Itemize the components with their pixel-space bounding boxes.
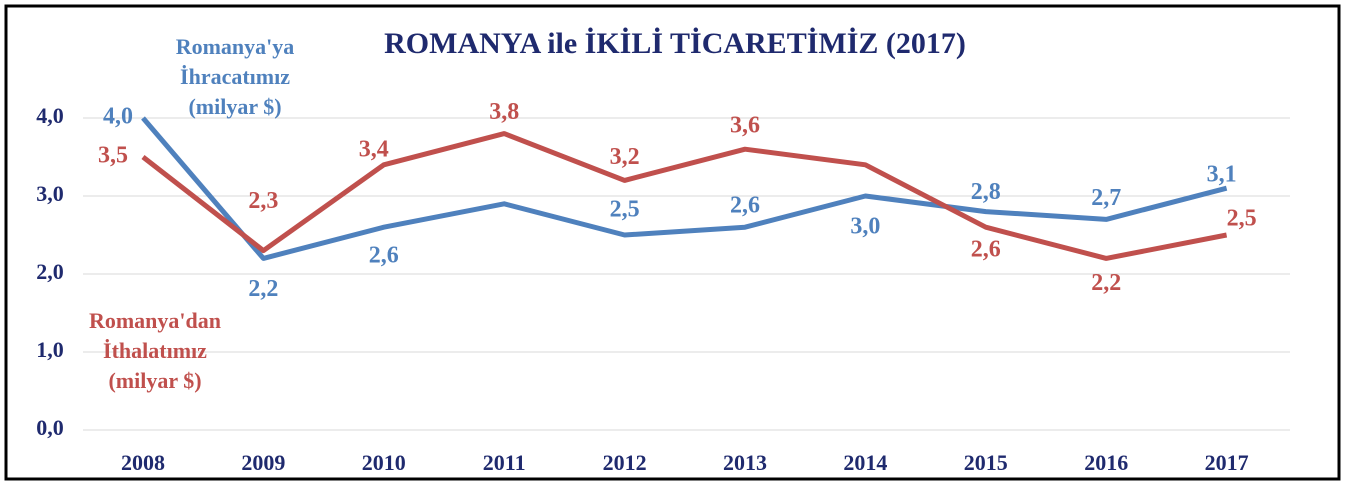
chart-title: ROMANYA ile İKİLİ TİCARETİMİZ (2017)	[384, 27, 966, 60]
y-tick-label: 0,0	[36, 415, 64, 440]
data-label: 3,5	[98, 143, 128, 169]
x-tick-label: 2017	[1205, 450, 1249, 475]
data-label: 2,6	[369, 243, 399, 269]
chart-border	[4, 4, 1341, 481]
x-tick-label: 2012	[603, 450, 647, 475]
y-tick-label: 3,0	[36, 181, 64, 206]
data-label: 2,6	[971, 237, 1001, 263]
x-tick-label: 2015	[964, 450, 1008, 475]
x-tick-label: 2009	[241, 450, 285, 475]
x-tick-label: 2008	[121, 450, 165, 475]
data-label: 2,6	[730, 193, 760, 219]
data-label: 2,8	[971, 179, 1001, 205]
data-label: 3,0	[850, 214, 880, 240]
data-label: 2,2	[248, 276, 278, 302]
data-label: 4,0	[103, 104, 133, 130]
data-label: 3,2	[610, 144, 640, 170]
data-label: 3,1	[1207, 162, 1237, 188]
legend-export: Romanya'ya İhracatımız (milyar $)	[175, 34, 295, 119]
data-label: 2,3	[248, 188, 278, 214]
data-label: 2,5	[1227, 206, 1257, 232]
series-line	[141, 131, 1228, 261]
data-label: 3,4	[359, 136, 389, 162]
data-label: 3,8	[489, 99, 519, 125]
data-label: 2,5	[610, 197, 640, 223]
y-tick-label: 2,0	[36, 259, 64, 284]
x-tick-label: 2016	[1084, 450, 1128, 475]
y-tick-label: 1,0	[36, 337, 64, 362]
x-tick-label: 2013	[723, 450, 767, 475]
series-line	[141, 116, 1228, 261]
y-tick-label: 4,0	[36, 103, 64, 128]
data-label: 2,2	[1091, 270, 1121, 296]
x-tick-label: 2011	[483, 450, 526, 475]
legend-import: Romanya'dan İthalatımız (milyar $)	[88, 308, 222, 393]
x-tick-label: 2014	[843, 450, 887, 475]
x-tick-label: 2010	[362, 450, 406, 475]
data-label: 2,7	[1091, 185, 1121, 211]
data-label: 3,6	[730, 113, 760, 139]
